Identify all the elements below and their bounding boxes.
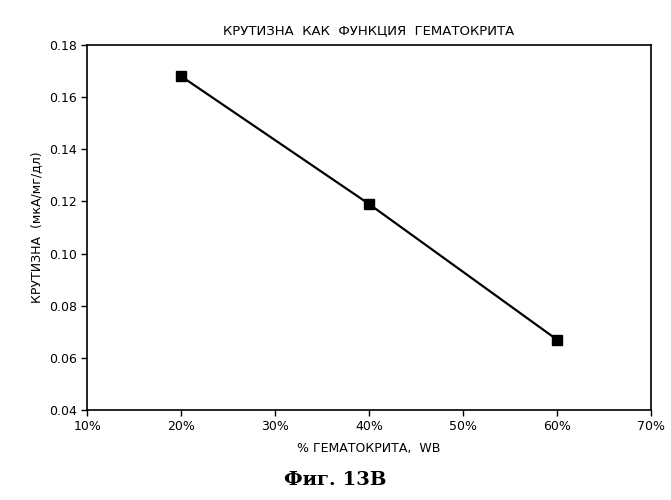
Y-axis label: КРУТИЗНА  (мкА/мг/дл): КРУТИЗНА (мкА/мг/дл) <box>30 152 43 304</box>
Title: КРУТИЗНА  КАК  ФУНКЦИЯ  ГЕМАТОКРИТА: КРУТИЗНА КАК ФУНКЦИЯ ГЕМАТОКРИТА <box>223 24 515 37</box>
Text: Фиг. 13В: Фиг. 13В <box>285 471 386 489</box>
X-axis label: % ГЕМАТОКРИТА,  WB: % ГЕМАТОКРИТА, WB <box>297 442 441 455</box>
